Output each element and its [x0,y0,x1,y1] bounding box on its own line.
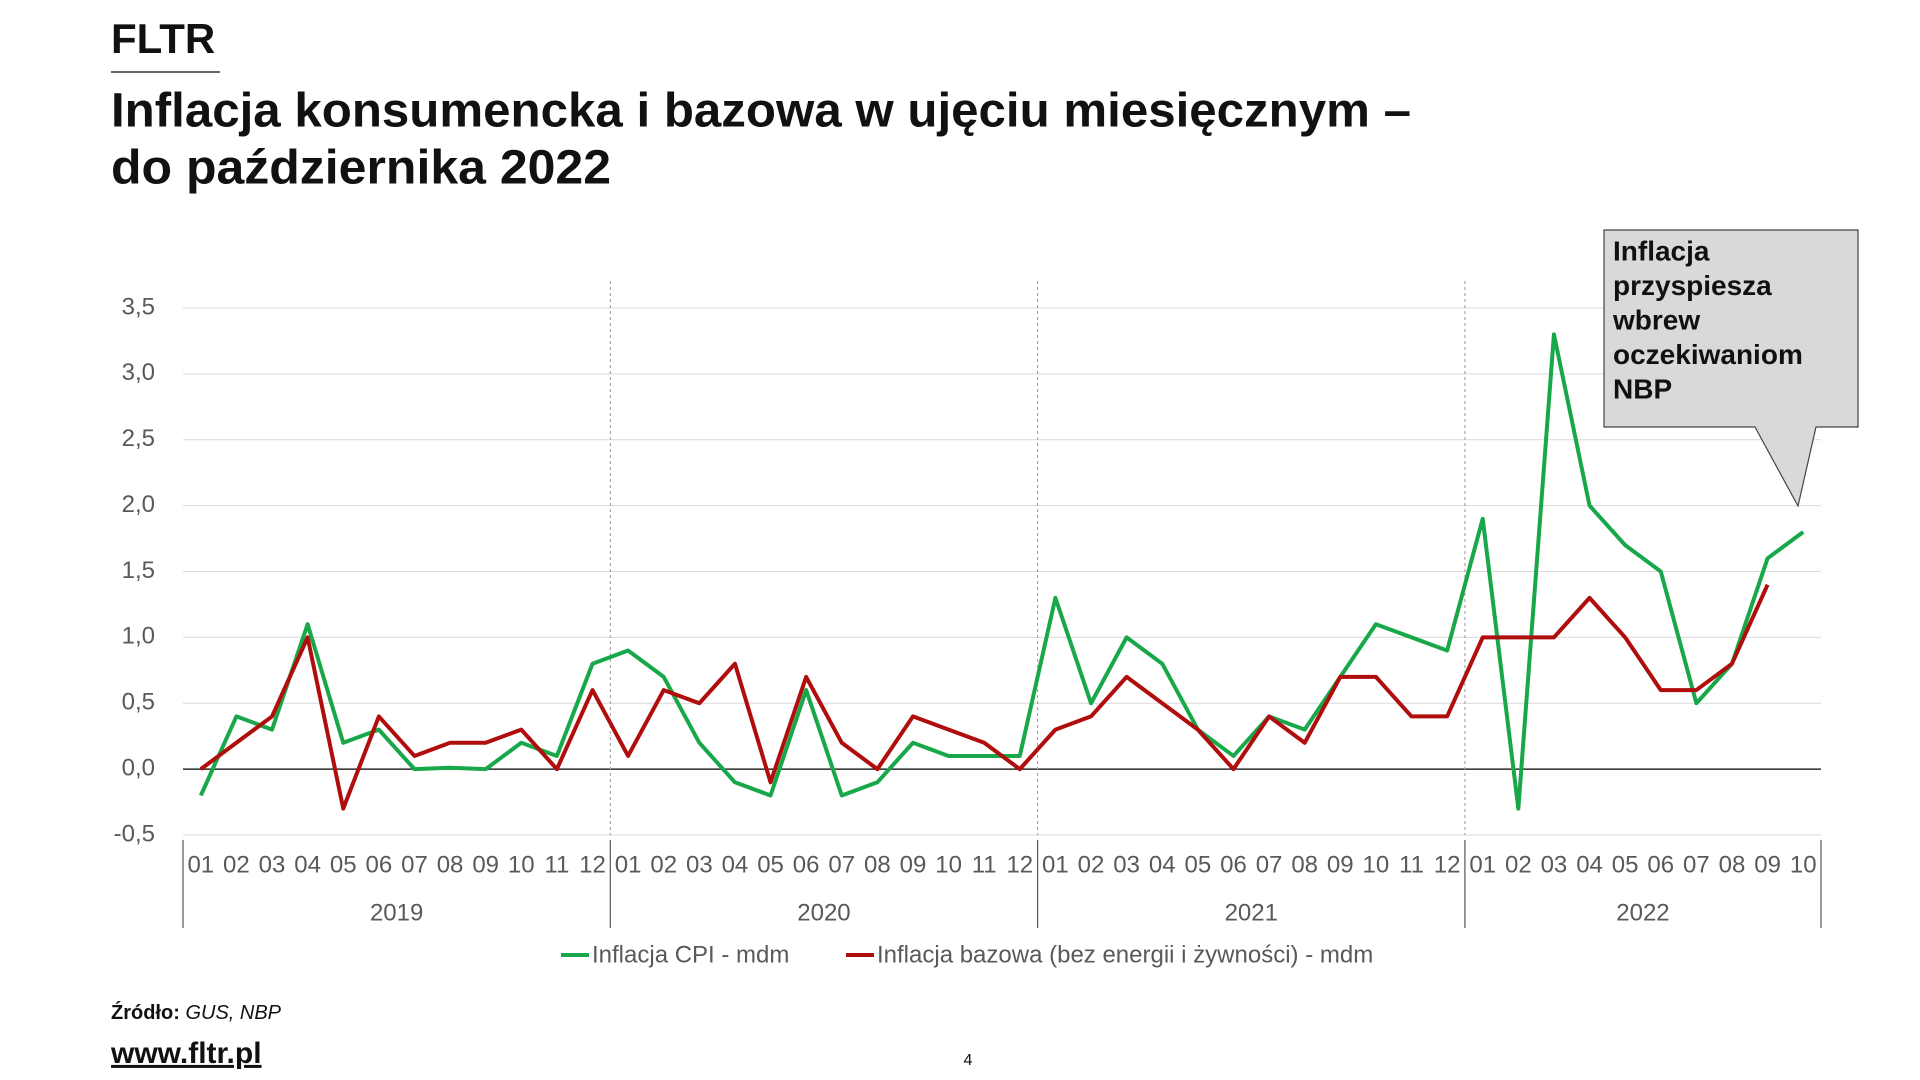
x-tick-label: 12 [1006,851,1033,878]
x-tick-label: 10 [935,851,962,878]
y-tick-label: 0,0 [122,754,155,781]
x-tick-label: 09 [900,851,927,878]
x-tick-label: 09 [472,851,499,878]
x-tick-label: 09 [1754,851,1781,878]
year-label: 2022 [1616,899,1669,926]
callout-box [1603,229,1859,508]
x-tick-label: 07 [1256,851,1283,878]
source-text: GUS, NBP [185,1002,281,1024]
x-tick-label: 10 [508,851,535,878]
x-tick-label: 04 [1576,851,1603,878]
x-tick-label: 07 [828,851,855,878]
x-tick-label: 03 [1541,851,1568,878]
x-tick-label: 07 [401,851,428,878]
x-tick-label: 01 [1469,851,1496,878]
legend-label: Inflacja CPI - mdm [592,941,789,968]
x-tick-label: 06 [1220,851,1247,878]
x-tick-label: 10 [1790,851,1817,878]
x-tick-label: 04 [294,851,321,878]
year-label: 2020 [797,899,850,926]
source-label: Źródło: [111,1001,180,1024]
x-tick-label: 12 [579,851,606,878]
x-tick-label: 08 [1291,851,1318,878]
x-tick-label: 01 [1042,851,1069,878]
x-tick-label: 05 [330,851,357,878]
x-tick-label: 11 [544,851,569,878]
year-label: 2019 [370,899,423,926]
x-tick-label: 05 [1184,851,1211,878]
website: www.fltr.pl [110,1037,262,1070]
x-tick-label: 08 [864,851,891,878]
plot: -0,5 0,0 0,5 1,0 1,5 2,0 2,5 3,0 3,5 01 02 03 04 05 06… [114,281,1822,968]
legend-label: Inflacja bazowa (bez energii i żywności)… [877,941,1373,968]
x-tick-label: 11 [1399,851,1424,878]
x-tick-label: 06 [365,851,392,878]
x-tick-label: 10 [1363,851,1390,878]
annotation-line: NBP [1613,373,1672,404]
series-line [199,583,1770,811]
x-tick-label: 02 [650,851,677,878]
x-tick-label: 03 [686,851,713,878]
source: Źródło: GUS, NBP [111,1001,282,1024]
title-line: Inflacja konsumencka i bazowa w ujęciu m… [111,85,1411,138]
y-tick-label: 2,5 [122,425,155,452]
brand: FLTR [111,15,215,62]
annotation-line: przyspiesza [1613,270,1772,301]
x-tick-label: 01 [615,851,642,878]
x-tick-label: 05 [757,851,784,878]
x-tick-label: 08 [1719,851,1746,878]
annotation-line: oczekiwaniom [1613,339,1803,370]
x-tick-label: 04 [722,851,749,878]
x-tick-label: 03 [1113,851,1140,878]
y-tick-label: -0,5 [114,820,155,847]
page-number: 4 [964,1052,973,1069]
y-tick-label: 2,0 [122,491,155,518]
x-tick-label: 02 [223,851,250,878]
x-tick-label: 05 [1612,851,1639,878]
annotation-line: Inflacja [1613,235,1710,266]
x-tick-label: 12 [1434,851,1461,878]
y-tick-label: 0,5 [122,689,155,716]
x-tick-label: 11 [972,851,997,878]
x-tick-label: 06 [1647,851,1674,878]
x-tick-label: 08 [437,851,464,878]
annotation-line: wbrew [1612,304,1700,335]
title-line: do października 2022 [111,142,611,195]
y-tick-label: 3,5 [122,293,155,320]
year-label: 2021 [1225,899,1278,926]
x-tick-label: 03 [259,851,286,878]
x-tick-label: 01 [187,851,214,878]
x-tick-label: 04 [1149,851,1176,878]
x-tick-label: 02 [1078,851,1105,878]
y-tick-label: 3,0 [122,359,155,386]
x-tick-label: 07 [1683,851,1710,878]
y-tick-label: 1,0 [122,623,155,650]
x-tick-label: 02 [1505,851,1532,878]
x-tick-label: 09 [1327,851,1354,878]
x-tick-label: 06 [793,851,820,878]
y-tick-label: 1,5 [122,557,155,584]
